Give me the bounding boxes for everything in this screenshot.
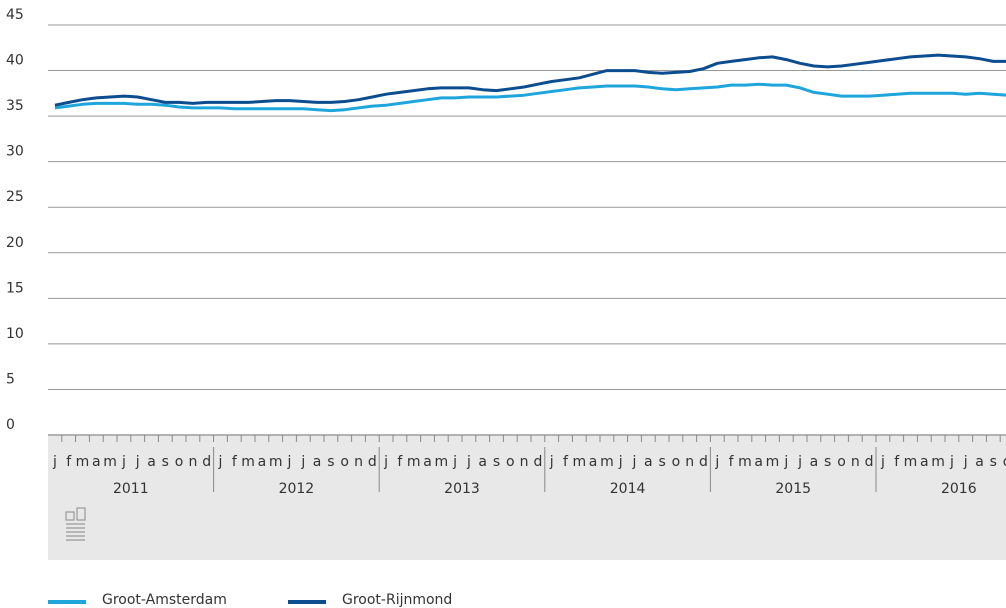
- x-tick-label: s: [493, 454, 500, 470]
- x-tick-label: j: [300, 454, 305, 470]
- x-tick-label: j: [287, 454, 292, 470]
- x-tick-label: j: [452, 454, 457, 470]
- x-tick-label: d: [699, 454, 708, 470]
- x-tick-label: j: [383, 454, 388, 470]
- x-tick-label: d: [533, 454, 542, 470]
- legend-label: Groot-Amsterdam: [102, 592, 227, 608]
- x-tick-label: j: [949, 454, 954, 470]
- x-tick-label: m: [269, 454, 283, 470]
- y-tick-label: 20: [6, 235, 24, 251]
- x-tick-label: d: [368, 454, 377, 470]
- y-tick-label: 15: [6, 280, 24, 296]
- x-tick-label: s: [658, 454, 665, 470]
- x-tick-label: m: [407, 454, 421, 470]
- x-tick-label: s: [990, 454, 997, 470]
- x-tick-label: m: [572, 454, 586, 470]
- y-tick-label: 25: [6, 189, 24, 205]
- x-tick-label: j: [632, 454, 637, 470]
- x-tick-label: m: [241, 454, 255, 470]
- x-tick-label: a: [258, 454, 267, 470]
- x-tick-label: a: [423, 454, 432, 470]
- x-tick-label: j: [549, 454, 554, 470]
- x-tick-label: d: [202, 454, 211, 470]
- x-tick-label: n: [685, 454, 694, 470]
- x-tick-label: a: [975, 454, 984, 470]
- x-axis-band: [48, 436, 1006, 560]
- year-label: 2012: [279, 481, 315, 497]
- year-label: 2015: [775, 481, 811, 497]
- x-tick-label: s: [824, 454, 831, 470]
- year-label: 2011: [113, 481, 149, 497]
- x-tick-label: o: [175, 454, 184, 470]
- x-tick-label: j: [714, 454, 719, 470]
- year-label: 2014: [610, 481, 646, 497]
- x-tick-label: f: [563, 454, 569, 470]
- y-tick-label: 10: [6, 326, 24, 342]
- x-tick-label: o: [506, 454, 515, 470]
- x-tick-label: o: [837, 454, 846, 470]
- x-tick-label: a: [147, 454, 156, 470]
- x-tick-label: a: [920, 454, 929, 470]
- x-tick-label: m: [738, 454, 752, 470]
- logo: [65, 507, 86, 541]
- x-tick-label: a: [754, 454, 763, 470]
- x-tick-label: j: [121, 454, 126, 470]
- x-tick-label: n: [188, 454, 197, 470]
- y-tick-label: 0: [6, 417, 15, 433]
- x-tick-label: m: [904, 454, 918, 470]
- x-tick-label: n: [354, 454, 363, 470]
- x-tick-label: j: [135, 454, 140, 470]
- x-tick-label: a: [644, 454, 653, 470]
- line: [54, 53, 1006, 107]
- y-tick-label: 35: [6, 98, 24, 114]
- x-tick-label: j: [466, 454, 471, 470]
- x-tick-label: m: [434, 454, 448, 470]
- x-tick-label: m: [600, 454, 614, 470]
- x-tick-label: m: [103, 454, 117, 470]
- line: [54, 82, 1006, 113]
- x-tick-label: a: [589, 454, 598, 470]
- x-tick-label: j: [52, 454, 57, 470]
- x-tick-label: d: [865, 454, 874, 470]
- legend-label: Groot-Rijnmond: [342, 592, 452, 608]
- x-tick-label: m: [766, 454, 780, 470]
- y-tick-label: 45: [6, 7, 24, 23]
- x-tick-label: a: [810, 454, 819, 470]
- x-tick-label: a: [92, 454, 101, 470]
- x-tick-label: j: [797, 454, 802, 470]
- x-tick-label: f: [397, 454, 403, 470]
- x-tick-label: a: [313, 454, 322, 470]
- x-tick-label: j: [963, 454, 968, 470]
- x-tick-label: o: [1003, 454, 1006, 470]
- x-tick-label: f: [232, 454, 238, 470]
- x-tick-label: s: [327, 454, 334, 470]
- y-tick-label: 30: [6, 144, 24, 160]
- x-tick-label: n: [851, 454, 860, 470]
- x-tick-label: o: [672, 454, 681, 470]
- y-tick-label: 5: [6, 371, 15, 387]
- y-tick-label: 40: [6, 53, 24, 69]
- x-tick-label: f: [66, 454, 72, 470]
- x-tick-label: j: [880, 454, 885, 470]
- x-tick-label: f: [729, 454, 735, 470]
- x-tick-label: j: [218, 454, 223, 470]
- x-tick-label: n: [520, 454, 529, 470]
- x-tick-label: o: [340, 454, 349, 470]
- x-tick-label: s: [162, 454, 169, 470]
- x-tick-label: j: [783, 454, 788, 470]
- x-tick-label: m: [931, 454, 945, 470]
- x-tick-label: a: [478, 454, 487, 470]
- x-tick-label: f: [894, 454, 900, 470]
- year-label: 2016: [941, 481, 977, 497]
- x-tick-label: j: [618, 454, 623, 470]
- year-label: 2013: [444, 481, 480, 497]
- x-tick-label: m: [76, 454, 90, 470]
